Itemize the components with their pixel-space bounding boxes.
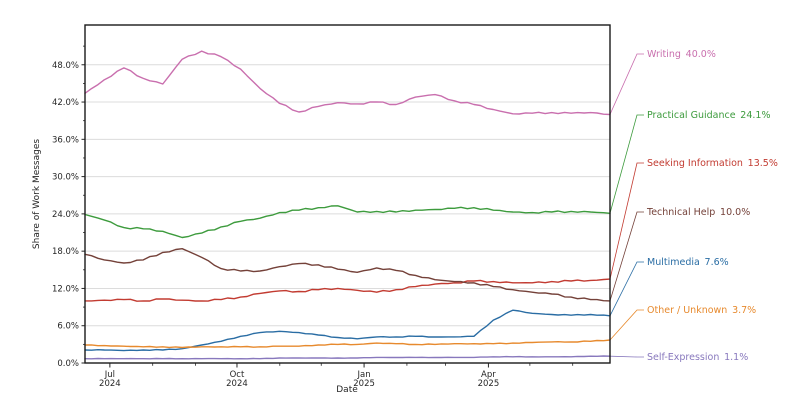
series-line-practical-guidance	[84, 205, 611, 239]
series-label-seeking-information: Seeking Information 13.5%	[647, 158, 778, 169]
x-tick-label-month-jan-2025: Jan	[357, 370, 371, 380]
series-label-self-expression: Self-Expression 1.1%	[647, 352, 748, 363]
x-tick-label-year-oct-2024: 2024	[226, 379, 248, 389]
series-leader-practical-guidance	[609, 114, 644, 214]
y-tick-label-0: 0.0%	[57, 359, 79, 369]
y-tick-label-24: 24.0%	[52, 210, 79, 220]
y-tick-label-42: 42.0%	[52, 98, 79, 108]
series-leader-writing	[609, 53, 644, 115]
series-line-writing	[84, 50, 611, 116]
plot-border	[84, 24, 611, 364]
series-line-self-expression	[84, 355, 611, 360]
series-label-technical-help: Technical Help 10.0%	[646, 207, 750, 218]
series-line-seeking-information	[84, 278, 611, 302]
series-label-practical-guidance: Practical Guidance 24.1%	[647, 110, 770, 121]
y-tick-label-12: 12.0%	[52, 284, 79, 294]
series-leader-technical-help	[609, 211, 644, 301]
series-label-multimedia: Multimedia 7.6%	[647, 257, 729, 268]
x-axis-title: Date	[336, 385, 358, 395]
y-tick-label-18: 18.0%	[52, 247, 79, 257]
series-leader-self-expression	[609, 355, 644, 358]
x-tick-label-month-jul-2024: Jul	[104, 370, 115, 380]
series-line-multimedia	[84, 309, 611, 352]
x-tick-label-year-apr-2025: 2025	[478, 379, 500, 389]
series-leader-other-unknown	[609, 309, 644, 341]
x-tick-label-month-apr-2025: Apr	[481, 370, 496, 380]
series-line-technical-help	[84, 247, 611, 302]
y-tick-label-48: 48.0%	[52, 61, 79, 71]
y-tick-label-30: 30.0%	[52, 173, 79, 183]
x-tick-label-month-oct-2024: Oct	[230, 370, 245, 380]
x-tick-label-year-jul-2024: 2024	[99, 379, 121, 389]
x-tick-label-year-jan-2025: 2025	[353, 379, 375, 389]
series-leader-seeking-information	[609, 162, 644, 280]
series-label-writing: Writing 40.0%	[647, 49, 716, 60]
y-tick-label-36: 36.0%	[52, 135, 79, 145]
series-label-other-unknown: Other / Unknown 3.7%	[647, 305, 756, 316]
y-axis-title: Share of Work Messages	[32, 138, 42, 250]
series-line-other-unknown	[84, 339, 611, 349]
y-tick-label-6: 6.0%	[57, 322, 79, 332]
series-leader-multimedia	[609, 261, 644, 316]
